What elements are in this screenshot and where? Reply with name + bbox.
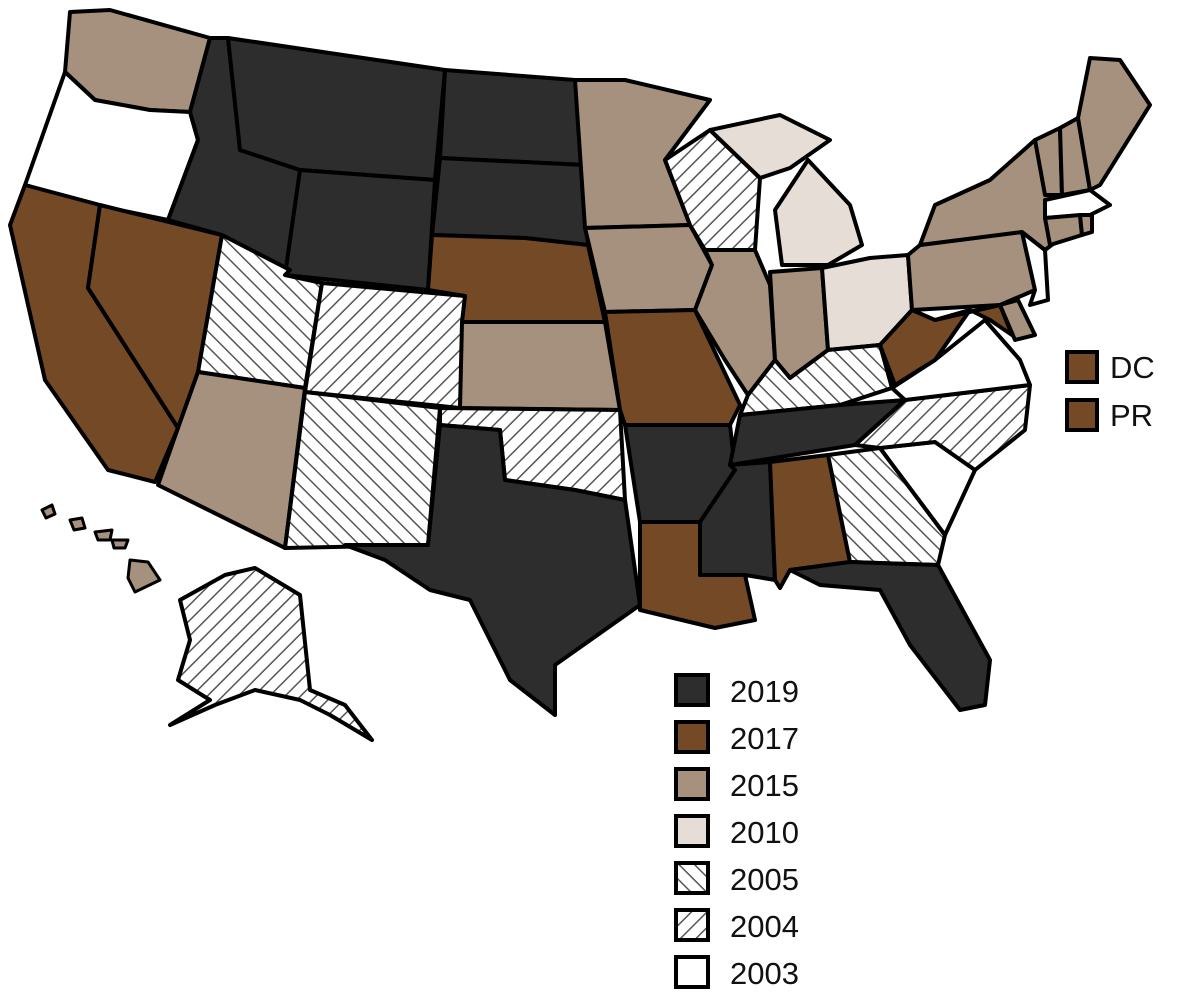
legend-swatch-2010 [674,814,710,848]
dc-swatch [1065,350,1099,384]
legend: 2019 2017 2015 2010 2005 2004 2003 [674,673,799,991]
state-new-mexico[interactable] [283,390,442,550]
legend-label-2015: 2015 [730,768,799,803]
state-massachusetts[interactable] [1043,188,1112,220]
pr-swatch [1065,398,1099,432]
state-georgia[interactable] [826,446,947,567]
legend-label-2004: 2004 [730,909,799,944]
state-maine[interactable] [1076,56,1152,192]
state-texas[interactable] [343,423,642,717]
legend-label-2005: 2005 [730,862,799,897]
state-maryland[interactable] [933,303,1014,337]
legend-swatch-2017 [674,720,710,754]
state-south-dakota[interactable] [430,156,590,247]
legend-swatch-2015 [674,767,710,801]
state-connecticut[interactable] [1043,213,1084,247]
pr-label: PR [1110,398,1153,433]
legend-swatch-2005 [674,861,710,895]
legend-swatch-2004 [674,908,710,942]
state-delaware[interactable] [998,298,1037,342]
state-wyoming[interactable] [283,168,437,292]
state-michigan[interactable] [708,113,864,267]
state-iowa[interactable] [583,223,714,314]
legend-label-2010: 2010 [730,815,799,850]
dc-label: DC [1110,350,1155,385]
state-colorado[interactable] [303,281,467,410]
state-arizona[interactable] [156,370,307,550]
state-hawaii[interactable] [40,503,162,594]
state-kansas[interactable] [458,320,622,412]
legend-swatch-2019 [674,673,710,707]
state-rhode-island[interactable] [1078,213,1094,237]
legend-label-2003: 2003 [730,956,799,991]
state-montana[interactable] [226,36,447,182]
legend-label-2019: 2019 [730,674,799,709]
legend-swatch-2003 [674,955,710,989]
state-alaska[interactable] [168,566,374,742]
state-florida[interactable] [788,560,992,712]
legend-label-2017: 2017 [730,721,799,756]
state-north-dakota[interactable] [438,68,587,167]
territory-inset: DC PR [1065,350,1155,433]
